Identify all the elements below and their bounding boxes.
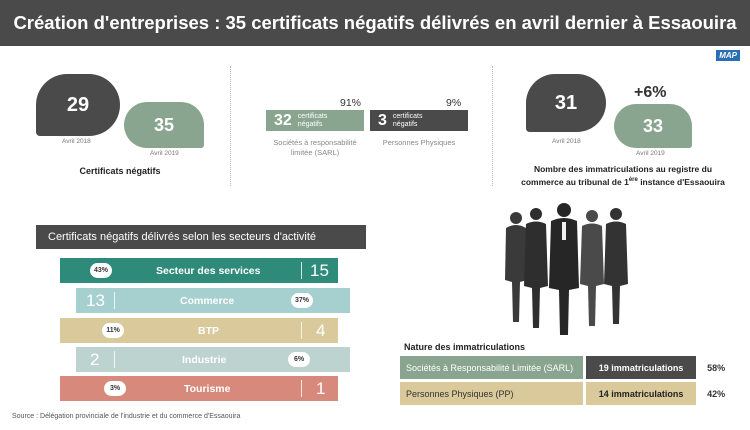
certificates-2019-bubble: 35: [124, 102, 204, 148]
caption-line2-post: instance d'Essaouira: [637, 176, 725, 187]
nature-count: 19 immatriculations: [585, 356, 697, 379]
person-silhouette: [604, 208, 628, 324]
registrations-2018-label: Avril 2018: [552, 138, 581, 145]
pp-percent: 9%: [446, 97, 462, 109]
sector-pct-badge: 43%: [90, 263, 112, 278]
nature-row-pp: Personnes Physiques (PP) 14 immatriculat…: [400, 382, 734, 405]
sector-separator: [301, 262, 302, 279]
sector-name: BTP: [198, 324, 219, 337]
sector-pct-badge: 3%: [104, 381, 126, 396]
certificates-2018-value: 29: [66, 93, 90, 116]
nature-type: Personnes Physiques (PP): [400, 382, 583, 405]
sector-pct-badge: 11%: [102, 323, 124, 338]
nature-pct: 42%: [707, 388, 726, 399]
registrations-caption-line2: commerce au tribunal de 1ère instance d'…: [508, 175, 738, 188]
sarl-unit: certificats négatifs: [297, 112, 328, 128]
title-text: Création d'entreprises : 35 certificats …: [13, 12, 737, 33]
sector-pct-badge: 6%: [288, 352, 310, 367]
sector-name: Industrie: [182, 353, 227, 366]
sector-row-commerce: 13 Commerce 37%: [76, 288, 350, 313]
nature-type: Sociétés à Responsabilité Limitée (SARL): [400, 356, 583, 379]
registrations-2018-bubble: 31: [526, 74, 606, 132]
sector-count: 2: [90, 349, 100, 369]
caption-line2-pre: commerce au tribunal de 1: [521, 176, 629, 187]
sector-name: Secteur des services: [156, 264, 261, 277]
registrations-caption: Nombre des immatriculations au registre …: [508, 164, 738, 188]
sector-separator: [114, 292, 115, 309]
sarl-value: 32: [274, 111, 292, 129]
sarl-percent: 91%: [340, 97, 362, 109]
sector-row-tourisme: 3% Tourisme 1: [60, 376, 338, 401]
pp-label: Personnes Physiques: [382, 138, 456, 147]
sector-count: 13: [86, 290, 105, 310]
registrations-2019-bubble: 33: [614, 104, 692, 148]
certificates-2019-label: Avril 2019: [150, 150, 179, 157]
divider-right: [492, 66, 493, 186]
certificates-2018-bubble: 29: [36, 74, 120, 136]
sarl-stat-box: 32 certificats négatifs: [266, 110, 364, 131]
certificates-caption: Certificats négatifs: [79, 166, 161, 176]
sarl-label: Sociétés à responsabilité limitée (SARL): [273, 138, 357, 157]
nature-pct: 58%: [707, 362, 726, 373]
divider-left: [230, 66, 231, 186]
person-silhouette: [580, 210, 604, 326]
sector-separator: [301, 380, 302, 397]
caption-line2-sup: ère: [628, 177, 638, 183]
sector-row-industrie: 2 Industrie 6%: [76, 347, 350, 372]
sector-name: Commerce: [180, 294, 235, 307]
nature-count: 14 immatriculations: [585, 382, 697, 405]
pp-unit: certificats négatifs: [392, 112, 423, 128]
pp-stat-box: 3 certificats négatifs: [370, 110, 468, 131]
registrations-change: +6%: [634, 84, 667, 101]
person-silhouette: [549, 203, 579, 335]
registrations-2018-value: 31: [554, 91, 578, 114]
registrations-caption-line1: Nombre des immatriculations au registre …: [533, 164, 713, 174]
sector-separator: [301, 322, 302, 339]
sectors-header: Certificats négatifs délivrés selon les …: [36, 225, 366, 249]
certificates-2019-value: 35: [153, 114, 175, 135]
registrations-2019-label: Avril 2019: [636, 150, 665, 157]
map-logo: MAP: [716, 50, 740, 61]
sector-pct-badge: 37%: [291, 293, 313, 308]
business-people-illustration: [505, 203, 628, 335]
sector-count: 1: [316, 378, 326, 398]
nature-row-sarl: Sociétés à Responsabilité Limitée (SARL)…: [400, 356, 734, 379]
sector-row-btp: 11% BTP 4: [60, 318, 338, 343]
person-silhouette: [505, 212, 527, 322]
pp-value: 3: [378, 111, 387, 129]
sector-separator: [114, 351, 115, 368]
person-silhouette: [524, 208, 548, 328]
sector-count: 15: [310, 260, 329, 280]
page-title: Création d'entreprises : 35 certificats …: [0, 0, 750, 46]
source-note: Source : Délégation provinciale de l'ind…: [12, 413, 241, 420]
sector-name: Tourisme: [184, 382, 231, 395]
sector-row-services: 43% Secteur des services 15: [60, 258, 338, 283]
registrations-2019-value: 33: [642, 115, 664, 136]
nature-title: Nature des immatriculations: [404, 342, 526, 352]
sector-count: 4: [316, 320, 326, 340]
certificates-2018-label: Avril 2018: [62, 138, 91, 145]
